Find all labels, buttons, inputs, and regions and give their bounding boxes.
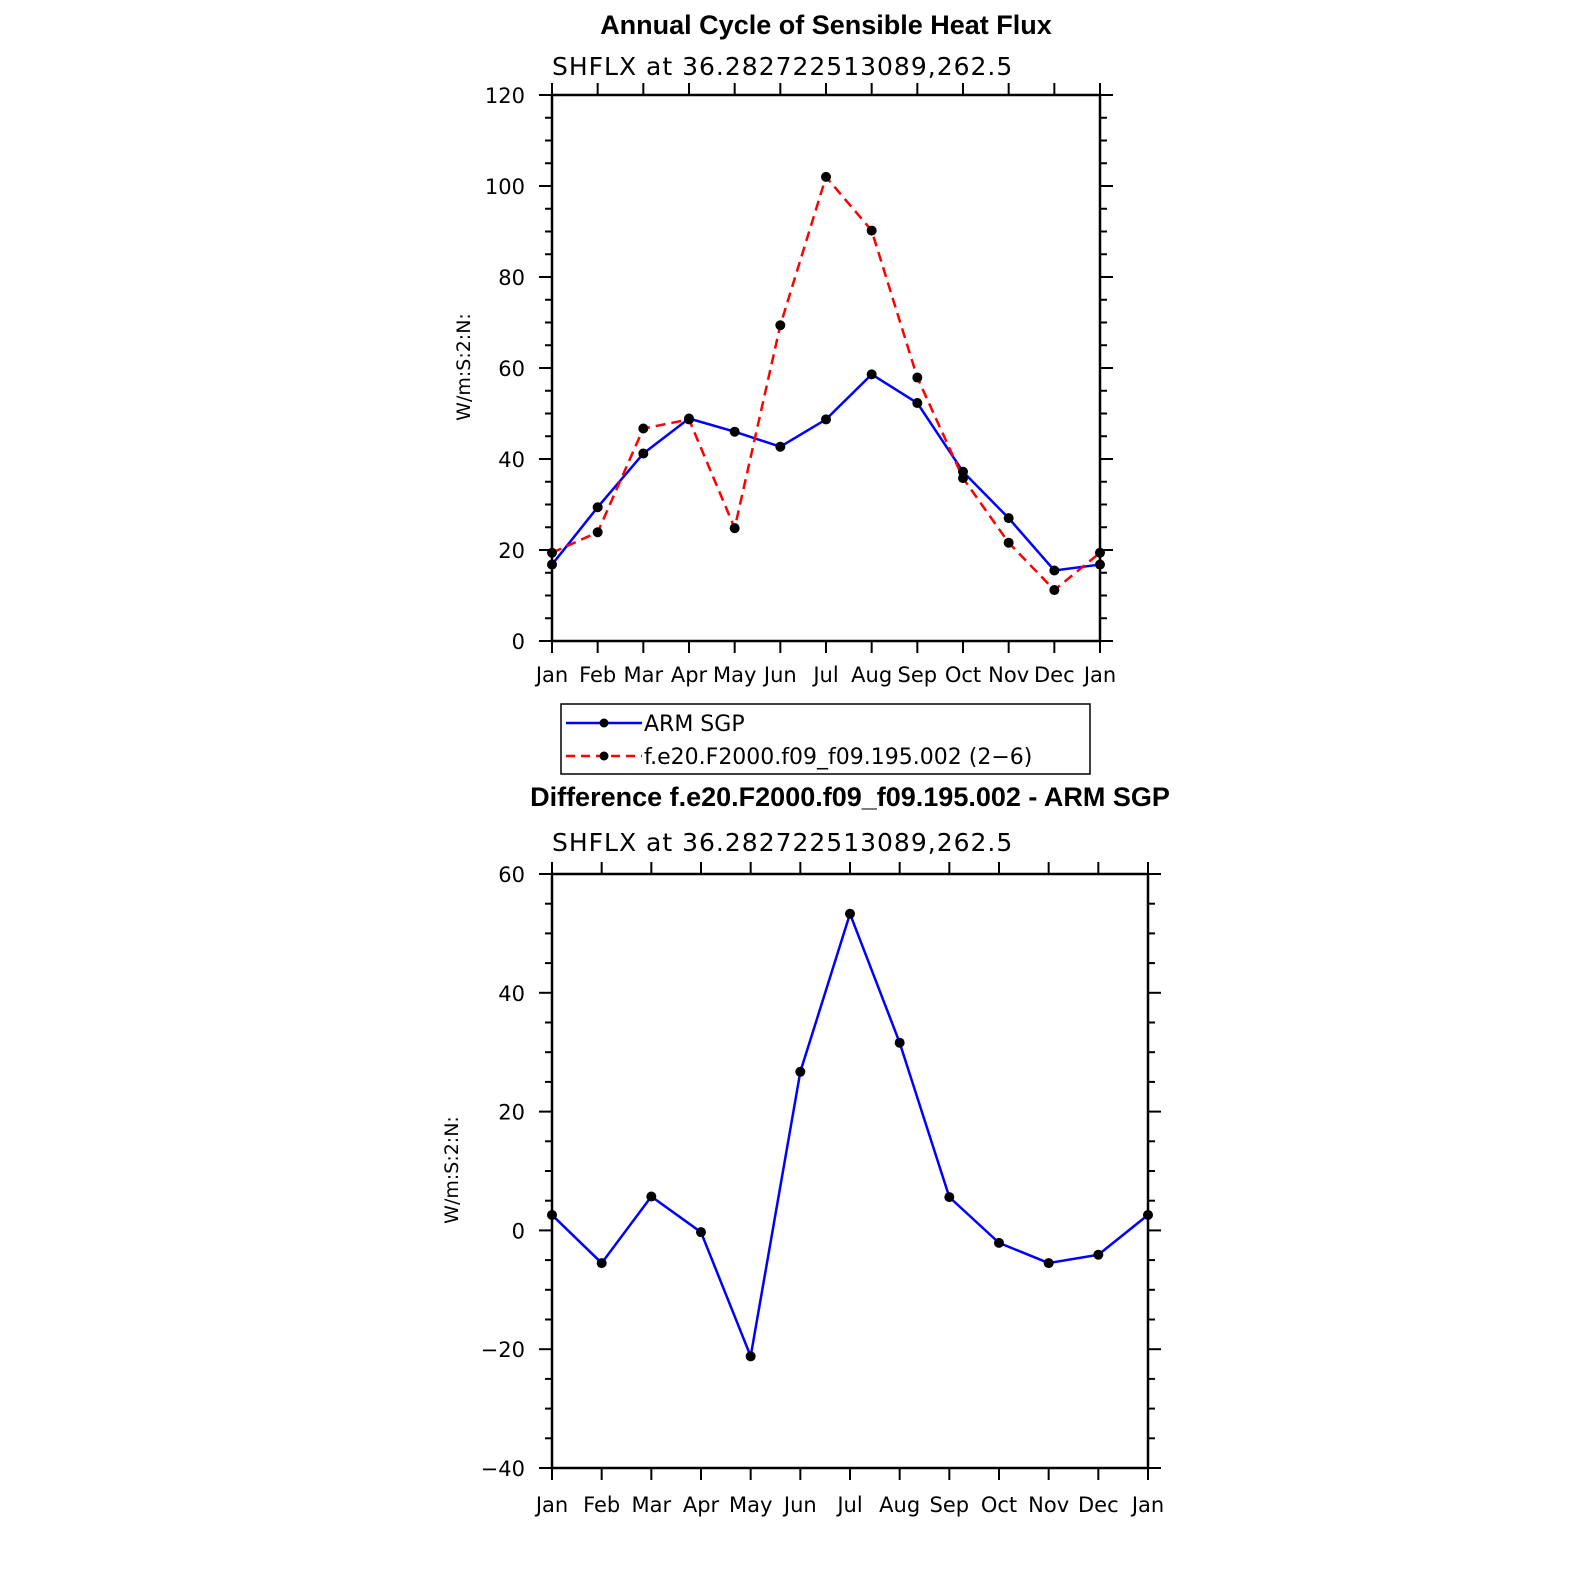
chart-subtitle: SHFLX at 36.282722513089,262.5 — [552, 52, 1013, 81]
y-tick-label: −40 — [481, 1457, 525, 1481]
data-point — [646, 1191, 657, 1202]
data-point — [592, 502, 603, 513]
x-tick-label: Dec — [1034, 663, 1075, 687]
y-axis-label: W/m:S:2:N: — [441, 1116, 463, 1224]
x-tick-label: Sep — [930, 1493, 970, 1517]
series-line-0 — [551, 373, 1101, 572]
x-tick-label: Dec — [1078, 1493, 1119, 1517]
data-point — [944, 1192, 955, 1203]
x-tick-label: Sep — [898, 663, 938, 687]
legend-marker-model — [599, 751, 609, 761]
data-point — [775, 441, 786, 452]
x-tick-label: May — [729, 1493, 772, 1517]
data-point — [638, 423, 649, 434]
data-point — [592, 527, 603, 538]
y-tick-label: 120 — [485, 84, 525, 108]
data-point — [596, 1258, 607, 1269]
data-point — [894, 1037, 905, 1048]
data-point — [1049, 585, 1060, 596]
y-tick-label: 20 — [498, 539, 525, 563]
data-point — [729, 523, 740, 534]
legend-box — [560, 703, 1091, 775]
chart-title: Annual Cycle of Sensible Heat Flux — [600, 10, 1052, 40]
y-axis-label: W/m:S:2:N: — [453, 313, 475, 421]
data-point — [912, 398, 923, 409]
x-tick-label: May — [713, 663, 756, 687]
y-tick-label: 40 — [498, 448, 525, 472]
data-point — [775, 320, 786, 331]
y-tick-label: 80 — [498, 266, 525, 290]
x-tick-label: Oct — [945, 663, 981, 687]
x-tick-label: Mar — [624, 663, 664, 687]
data-point — [684, 414, 694, 425]
legend-marker-arm-sgp — [599, 718, 609, 728]
y-tick-label: 100 — [485, 175, 525, 199]
y-tick-label: 0 — [512, 630, 525, 654]
x-tick-label: Jul — [811, 663, 838, 687]
data-point — [1003, 537, 1014, 548]
x-tick-label: Jan — [534, 663, 568, 687]
data-point — [1003, 513, 1014, 524]
legend-label-arm-sgp: ARM SGP — [644, 712, 745, 737]
data-point — [821, 414, 831, 425]
x-tick-label: Jan — [534, 1493, 568, 1517]
y-tick-label: 40 — [498, 982, 525, 1006]
x-tick-label: Jun — [782, 1493, 817, 1517]
y-tick-label: 20 — [498, 1101, 525, 1125]
data-point — [745, 1351, 756, 1362]
data-point — [1093, 1249, 1104, 1260]
chart-title: Difference f.e20.F2000.f09_f09.195.002 -… — [530, 782, 1170, 812]
plot-frame — [550, 872, 1150, 1470]
data-point — [729, 426, 740, 437]
x-tick-label: Jul — [835, 1493, 862, 1517]
data-point — [994, 1237, 1004, 1248]
y-tick-label: −20 — [481, 1338, 525, 1362]
series-line-0 — [551, 912, 1149, 1358]
x-tick-label: Nov — [1028, 1493, 1069, 1517]
data-point — [912, 372, 923, 383]
x-tick-label: Feb — [579, 663, 616, 687]
data-point — [795, 1066, 806, 1077]
data-point — [845, 908, 855, 919]
x-tick-label: Mar — [632, 1493, 672, 1517]
x-tick-label: Nov — [988, 663, 1029, 687]
annual-cycle-panel: Annual Cycle of Sensible Heat Flux SHFLX… — [453, 10, 1116, 775]
legend: ARM SGP f.e20.F2000.f09_f09.195.002 (2−6… — [560, 703, 1091, 775]
x-tick-label: Aug — [851, 663, 892, 687]
x-tick-label: Apr — [671, 663, 708, 687]
x-tick-label: Jan — [1130, 1493, 1164, 1517]
data-point — [696, 1227, 706, 1238]
data-point — [1049, 565, 1060, 576]
x-tick-label: Jun — [762, 663, 797, 687]
difference-panel: Difference f.e20.F2000.f09_f09.195.002 -… — [441, 782, 1170, 1517]
x-tick-label: Jan — [1082, 663, 1116, 687]
y-tick-label: 60 — [498, 357, 525, 381]
y-tick-label: 60 — [498, 863, 525, 887]
chart-subtitle: SHFLX at 36.282722513089,262.5 — [552, 828, 1013, 857]
data-point — [866, 225, 877, 236]
legend-label-model: f.e20.F2000.f09_f09.195.002 (2−6) — [644, 745, 1032, 770]
x-tick-label: Oct — [981, 1493, 1017, 1517]
y-tick-label: 0 — [512, 1219, 525, 1243]
data-point — [821, 171, 831, 182]
data-point — [958, 473, 968, 484]
data-point — [1043, 1258, 1054, 1269]
x-tick-label: Feb — [583, 1493, 620, 1517]
data-point — [866, 369, 877, 380]
data-point — [638, 448, 649, 459]
plot-frame — [550, 93, 1102, 643]
x-tick-label: Aug — [879, 1493, 920, 1517]
x-tick-label: Apr — [683, 1493, 720, 1517]
